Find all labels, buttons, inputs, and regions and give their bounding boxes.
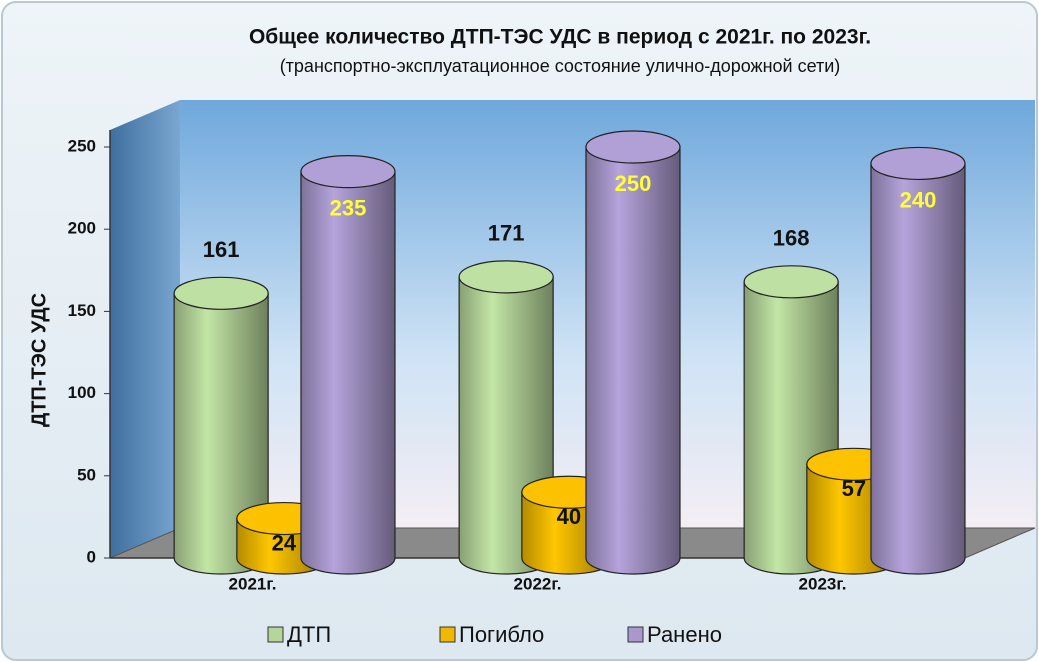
legend-label: Ранено xyxy=(647,622,722,647)
x-tick-label: 2022г. xyxy=(514,574,562,593)
data-label: 40 xyxy=(557,504,581,529)
data-label: 250 xyxy=(615,171,652,196)
data-label: 168 xyxy=(773,226,810,251)
legend-label: ДТП xyxy=(287,622,331,647)
y-tick-label: 150 xyxy=(68,301,96,320)
y-tick-label: 200 xyxy=(68,219,96,238)
cylinder-top xyxy=(743,265,839,299)
legend-label: Погибло xyxy=(459,622,544,647)
cylinder-body xyxy=(300,171,396,575)
legend-swatch xyxy=(267,626,284,643)
cylinder-top xyxy=(173,276,269,310)
y-tick-label: 100 xyxy=(68,383,96,402)
cylinder-top xyxy=(300,155,396,189)
y-axis-label: ДТП-ТЭС УДС xyxy=(28,293,50,427)
side-wall xyxy=(110,100,180,558)
data-label: 235 xyxy=(330,195,367,220)
x-tick-label: 2023г. xyxy=(799,574,847,593)
data-label: 57 xyxy=(842,476,866,501)
x-tick-label: 2021г. xyxy=(229,574,277,593)
cylinder-body xyxy=(585,146,681,575)
y-tick-label: 50 xyxy=(77,465,96,484)
data-label: 161 xyxy=(203,237,240,262)
legend-swatch xyxy=(439,626,456,643)
chart-title: Общее количество ДТП-ТЭС УДС в период с … xyxy=(249,26,871,49)
data-label: 240 xyxy=(900,187,937,212)
cylinder-body xyxy=(870,162,966,575)
y-tick-label: 0 xyxy=(87,547,96,566)
cylinder-top xyxy=(458,260,554,294)
data-label: 24 xyxy=(272,530,297,555)
cylinder-top xyxy=(585,130,681,164)
data-label: 171 xyxy=(488,221,525,246)
y-tick-label: 250 xyxy=(68,136,96,155)
chart-subtitle: (транспортно-эксплуатационное состояние … xyxy=(280,56,841,76)
legend-swatch xyxy=(627,626,644,643)
cylinder-top xyxy=(870,146,966,181)
